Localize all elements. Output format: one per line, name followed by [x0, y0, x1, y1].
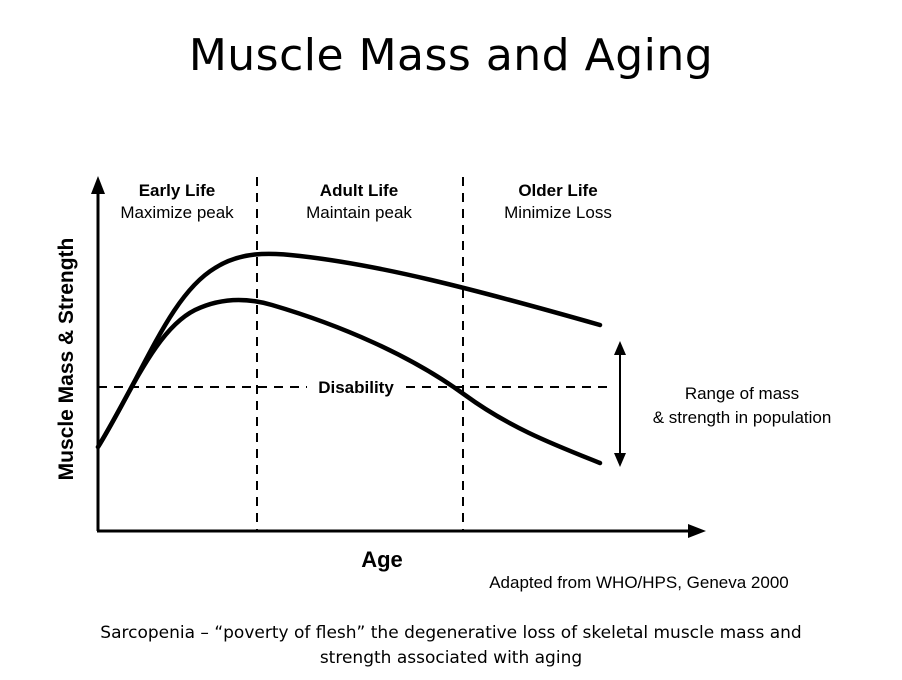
range-label-line-2: & strength in population — [653, 408, 832, 427]
phase-subheading-adult: Maintain peak — [306, 203, 412, 222]
disability-label: Disability — [318, 378, 394, 397]
y-axis-label: Muscle Mass & Strength — [55, 238, 78, 481]
caption: Sarcopenia – “poverty of flesh” the dege… — [0, 621, 902, 671]
upper-curve — [95, 251, 603, 450]
y-axis-arrowhead — [91, 176, 105, 194]
caption-line-2: strength associated with aging — [319, 648, 583, 668]
phase-heading-older: Older Life — [518, 181, 597, 200]
x-axis-label: Age — [361, 547, 403, 572]
phase-heading-early: Early Life — [139, 181, 216, 200]
range-arrow-down-head — [614, 453, 626, 467]
source-credit: Adapted from WHO/HPS, Geneva 2000 — [489, 573, 789, 592]
phase-subheading-older: Minimize Loss — [504, 203, 612, 222]
x-axis-arrowhead — [688, 524, 706, 538]
lower-curve — [95, 297, 603, 466]
caption-line-1: Sarcopenia – “poverty of flesh” the dege… — [100, 623, 802, 643]
range-arrow-up-head — [614, 341, 626, 355]
range-label-line-1: Range of mass — [685, 384, 799, 403]
phase-heading-adult: Adult Life — [320, 181, 398, 200]
phase-subheading-early: Maximize peak — [120, 203, 234, 222]
page-title: Muscle Mass and Aging — [188, 30, 714, 81]
